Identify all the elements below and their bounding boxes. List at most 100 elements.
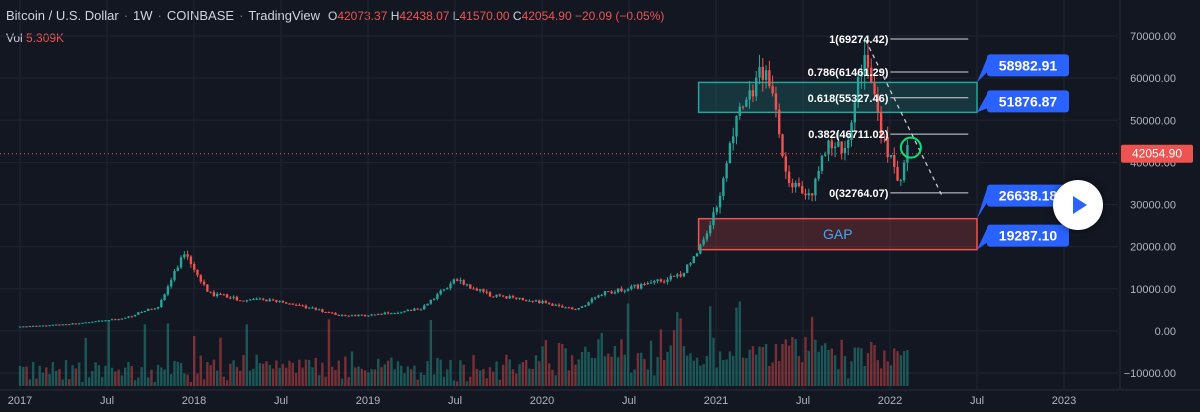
candle-body [636,284,640,289]
volume-bar [666,351,669,386]
candle-body [219,293,222,295]
chart-header: Bitcoin / U.S. Dollar · 1W · COINBASE · … [6,8,664,23]
candle-body [18,326,22,328]
callout-pointer [977,94,987,113]
volume-bar [856,347,860,386]
volume-bar [189,381,193,386]
volume-bar [298,359,301,386]
volume-bar [166,323,170,386]
volume-bar [515,373,518,386]
volume-bar [127,361,130,386]
candle-body [354,315,357,317]
volume-bar [643,358,646,386]
volume-bar [709,306,712,386]
candle-body [886,137,889,158]
candle-body [25,326,28,328]
volume-label: Vol [6,31,23,45]
candle-body [91,321,94,323]
volume-bar [452,380,456,386]
volume-bar [186,374,189,386]
volume-bar [685,355,689,386]
volume-bar [584,346,587,386]
volume-bar [715,367,718,386]
candle-body [547,302,551,304]
volume-bar [712,337,715,386]
x-tick-label: Jul [970,395,984,407]
candle-body [735,116,738,137]
volume-bar [317,375,321,386]
volume-bar [764,343,768,386]
volume-bar [324,376,327,386]
candle-body [245,300,248,302]
volume-bar [728,351,732,386]
candle-body [728,143,732,164]
candle-body [130,316,133,318]
candle-body [505,296,508,299]
candle-body [423,305,426,310]
volume-bar [137,377,140,386]
volume-bar [350,351,354,386]
volume-bar [308,359,311,386]
candle-body [797,182,801,187]
candle-body [814,178,817,196]
candle-body [156,307,160,309]
volume-bar [893,348,896,386]
volume-bar [837,369,840,386]
separator-dot: · [239,8,244,23]
last-price-label: 42054.90 [1132,147,1182,161]
volume-bar [153,381,156,386]
candle-body [81,322,84,324]
volume-bar [646,369,649,386]
candle-body [689,263,692,265]
volume-bar [597,339,600,386]
volume-bar [321,362,324,386]
volume-bar [202,379,206,386]
candle-body [304,305,308,309]
candle-body [781,134,784,157]
close-value: 42054.90 [521,8,572,23]
candle-body [285,302,288,304]
y-tick-label: 30000.00 [1130,200,1176,212]
y-tick-label: 70000.00 [1130,31,1176,43]
volume-bar [390,357,393,386]
candle-body [373,314,377,316]
volume-bar [676,312,679,386]
candle-body [446,288,449,290]
candle-body [843,147,847,153]
candle-body [143,310,147,313]
volume-bar [91,371,94,386]
volume-bar [225,380,229,386]
candle-body [840,141,843,153]
volume-bar [258,363,262,386]
volume-bar [206,362,209,386]
volume-bar [413,365,416,386]
callout-pointer [977,228,987,250]
candle-body [666,279,669,282]
symbol-title[interactable]: Bitcoin / U.S. Dollar [6,8,119,23]
volume-bar [616,357,620,386]
candle-body [883,136,886,138]
candle-body [817,170,820,179]
candle-body [179,257,183,268]
volume-bar [357,366,360,386]
candle-body [314,307,317,310]
candle-body [340,314,344,316]
candle-body [597,295,600,298]
volume-bar [71,365,74,386]
volume-bar [268,365,271,386]
volume-bar [889,365,893,386]
volume-bar [304,359,308,386]
volume-bar [209,365,212,386]
volume-bar [61,379,64,386]
candle-body [403,311,406,313]
volume-bar [830,348,834,386]
volume-bar [810,316,814,386]
play-button[interactable] [1053,180,1103,230]
interval-label[interactable]: 1W [133,8,153,23]
candle-body [541,301,544,304]
candle-body [672,275,676,277]
candle-body [656,279,659,282]
volume-bar [827,349,830,386]
candle-body [442,289,446,291]
